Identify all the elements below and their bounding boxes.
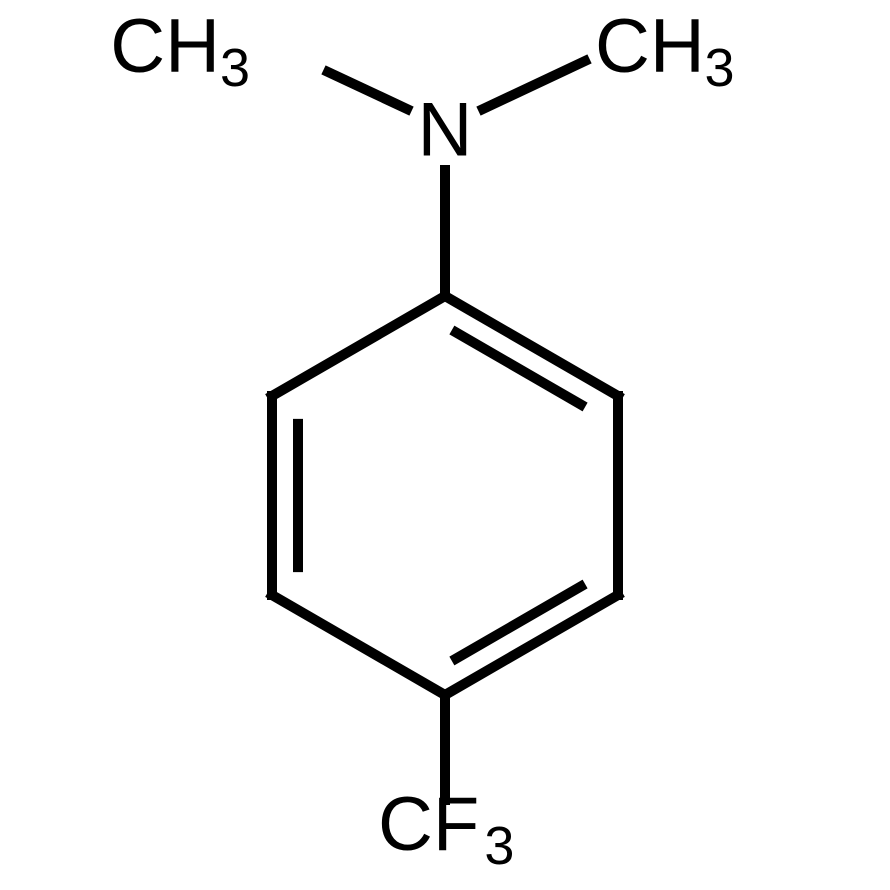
molecule-diagram: NCH3CH3CF3 <box>0 0 890 890</box>
group-ch3-right: CH3 <box>595 4 734 98</box>
group-cf3: CF3 <box>378 782 514 876</box>
svg-text:CH: CH <box>110 4 220 89</box>
group-ch3-left: CH3 <box>110 4 250 98</box>
svg-text:3: 3 <box>484 816 514 876</box>
svg-text:CH: CH <box>595 4 705 89</box>
svg-text:3: 3 <box>220 38 250 98</box>
atom-nitrogen: N <box>418 87 473 172</box>
svg-text:3: 3 <box>704 38 734 98</box>
atoms-group: NCH3CH3CF3 <box>110 4 734 876</box>
svg-text:CF: CF <box>378 782 479 867</box>
